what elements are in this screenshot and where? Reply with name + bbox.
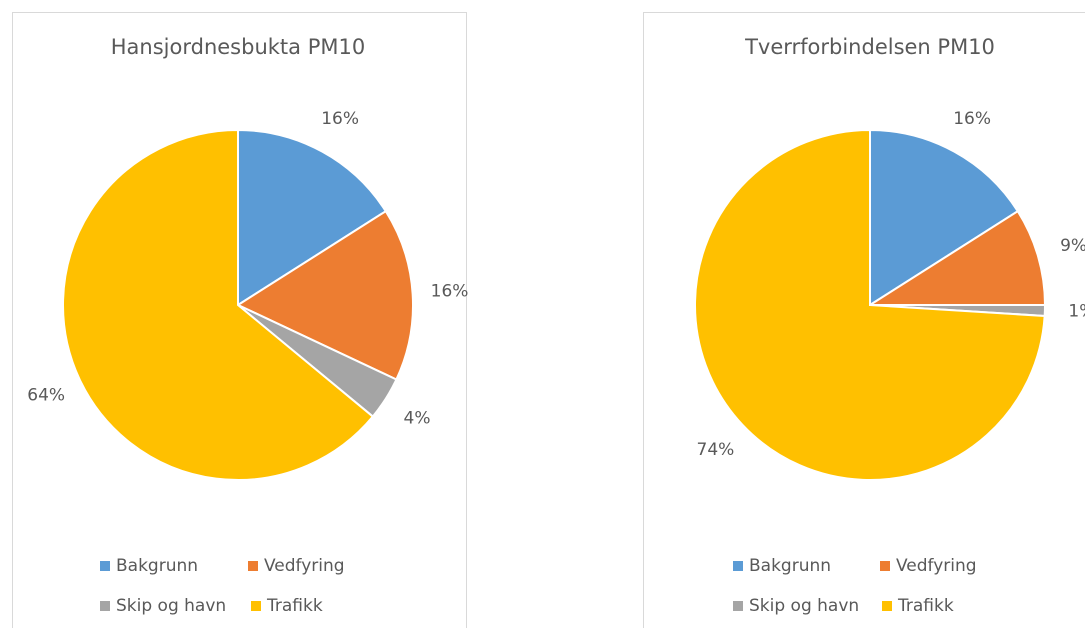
legend-swatch — [251, 601, 261, 611]
legend-swatch — [880, 561, 890, 571]
chart-title: Tverrforbindelsen PM10 — [744, 35, 995, 59]
pie-slice — [237, 128, 388, 307]
legend-swatch — [882, 601, 892, 611]
data-label: 64% — [27, 385, 65, 405]
legend-label: Skip og havn — [749, 596, 859, 616]
data-label: 1% — [1068, 302, 1085, 322]
data-label: 16% — [431, 282, 469, 302]
pie-slice — [869, 128, 1020, 307]
legend-swatch — [100, 601, 110, 611]
data-label: 16% — [321, 109, 359, 129]
data-label: 4% — [404, 409, 431, 429]
pie-slice — [693, 128, 1046, 481]
legend-label: Vedfyring — [896, 556, 977, 576]
legend-label: Bakgrunn — [116, 556, 198, 576]
legend-label: Skip og havn — [116, 596, 226, 616]
pie-slice — [866, 209, 1047, 306]
legend-label: Trafikk — [897, 596, 954, 616]
legend-swatch — [248, 561, 258, 571]
legend-swatch — [733, 601, 743, 611]
data-label: 74% — [697, 440, 735, 460]
chart-title: Hansjordnesbukta PM10 — [111, 35, 365, 59]
legend-swatch — [733, 561, 743, 571]
pie-slice — [235, 209, 414, 381]
data-label: 16% — [953, 109, 991, 129]
legend-label: Vedfyring — [264, 556, 345, 576]
pie-slice — [62, 128, 375, 481]
legend-swatch — [100, 561, 110, 571]
data-label: 9% — [1060, 236, 1085, 256]
legend-label: Trafikk — [266, 596, 323, 616]
legend-label: Bakgrunn — [749, 556, 831, 576]
